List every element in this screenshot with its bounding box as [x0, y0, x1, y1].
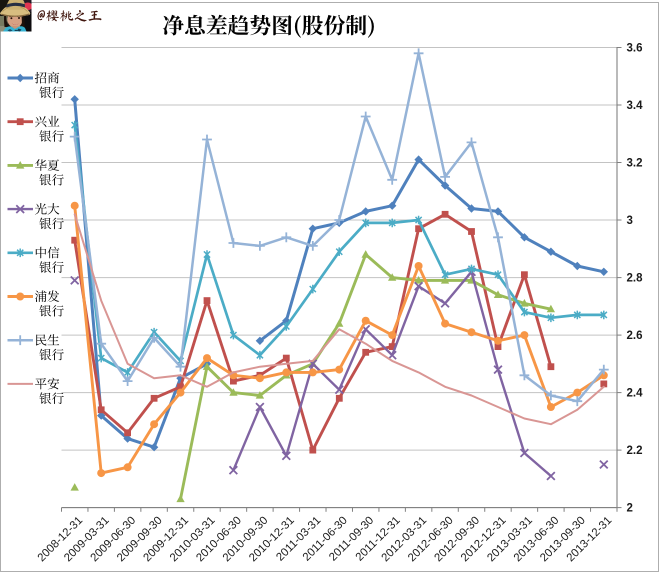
svg-text:2.2: 2.2 [627, 445, 643, 457]
svg-text:2.8: 2.8 [627, 273, 644, 285]
svg-text:3.2: 3.2 [627, 158, 643, 170]
svg-text:2: 2 [627, 503, 633, 515]
svg-text:2.4: 2.4 [627, 388, 644, 400]
svg-text:2.6: 2.6 [627, 330, 643, 342]
svg-text:3: 3 [627, 215, 633, 227]
svg-text:3.6: 3.6 [627, 43, 643, 55]
svg-text:3.4: 3.4 [627, 100, 644, 112]
